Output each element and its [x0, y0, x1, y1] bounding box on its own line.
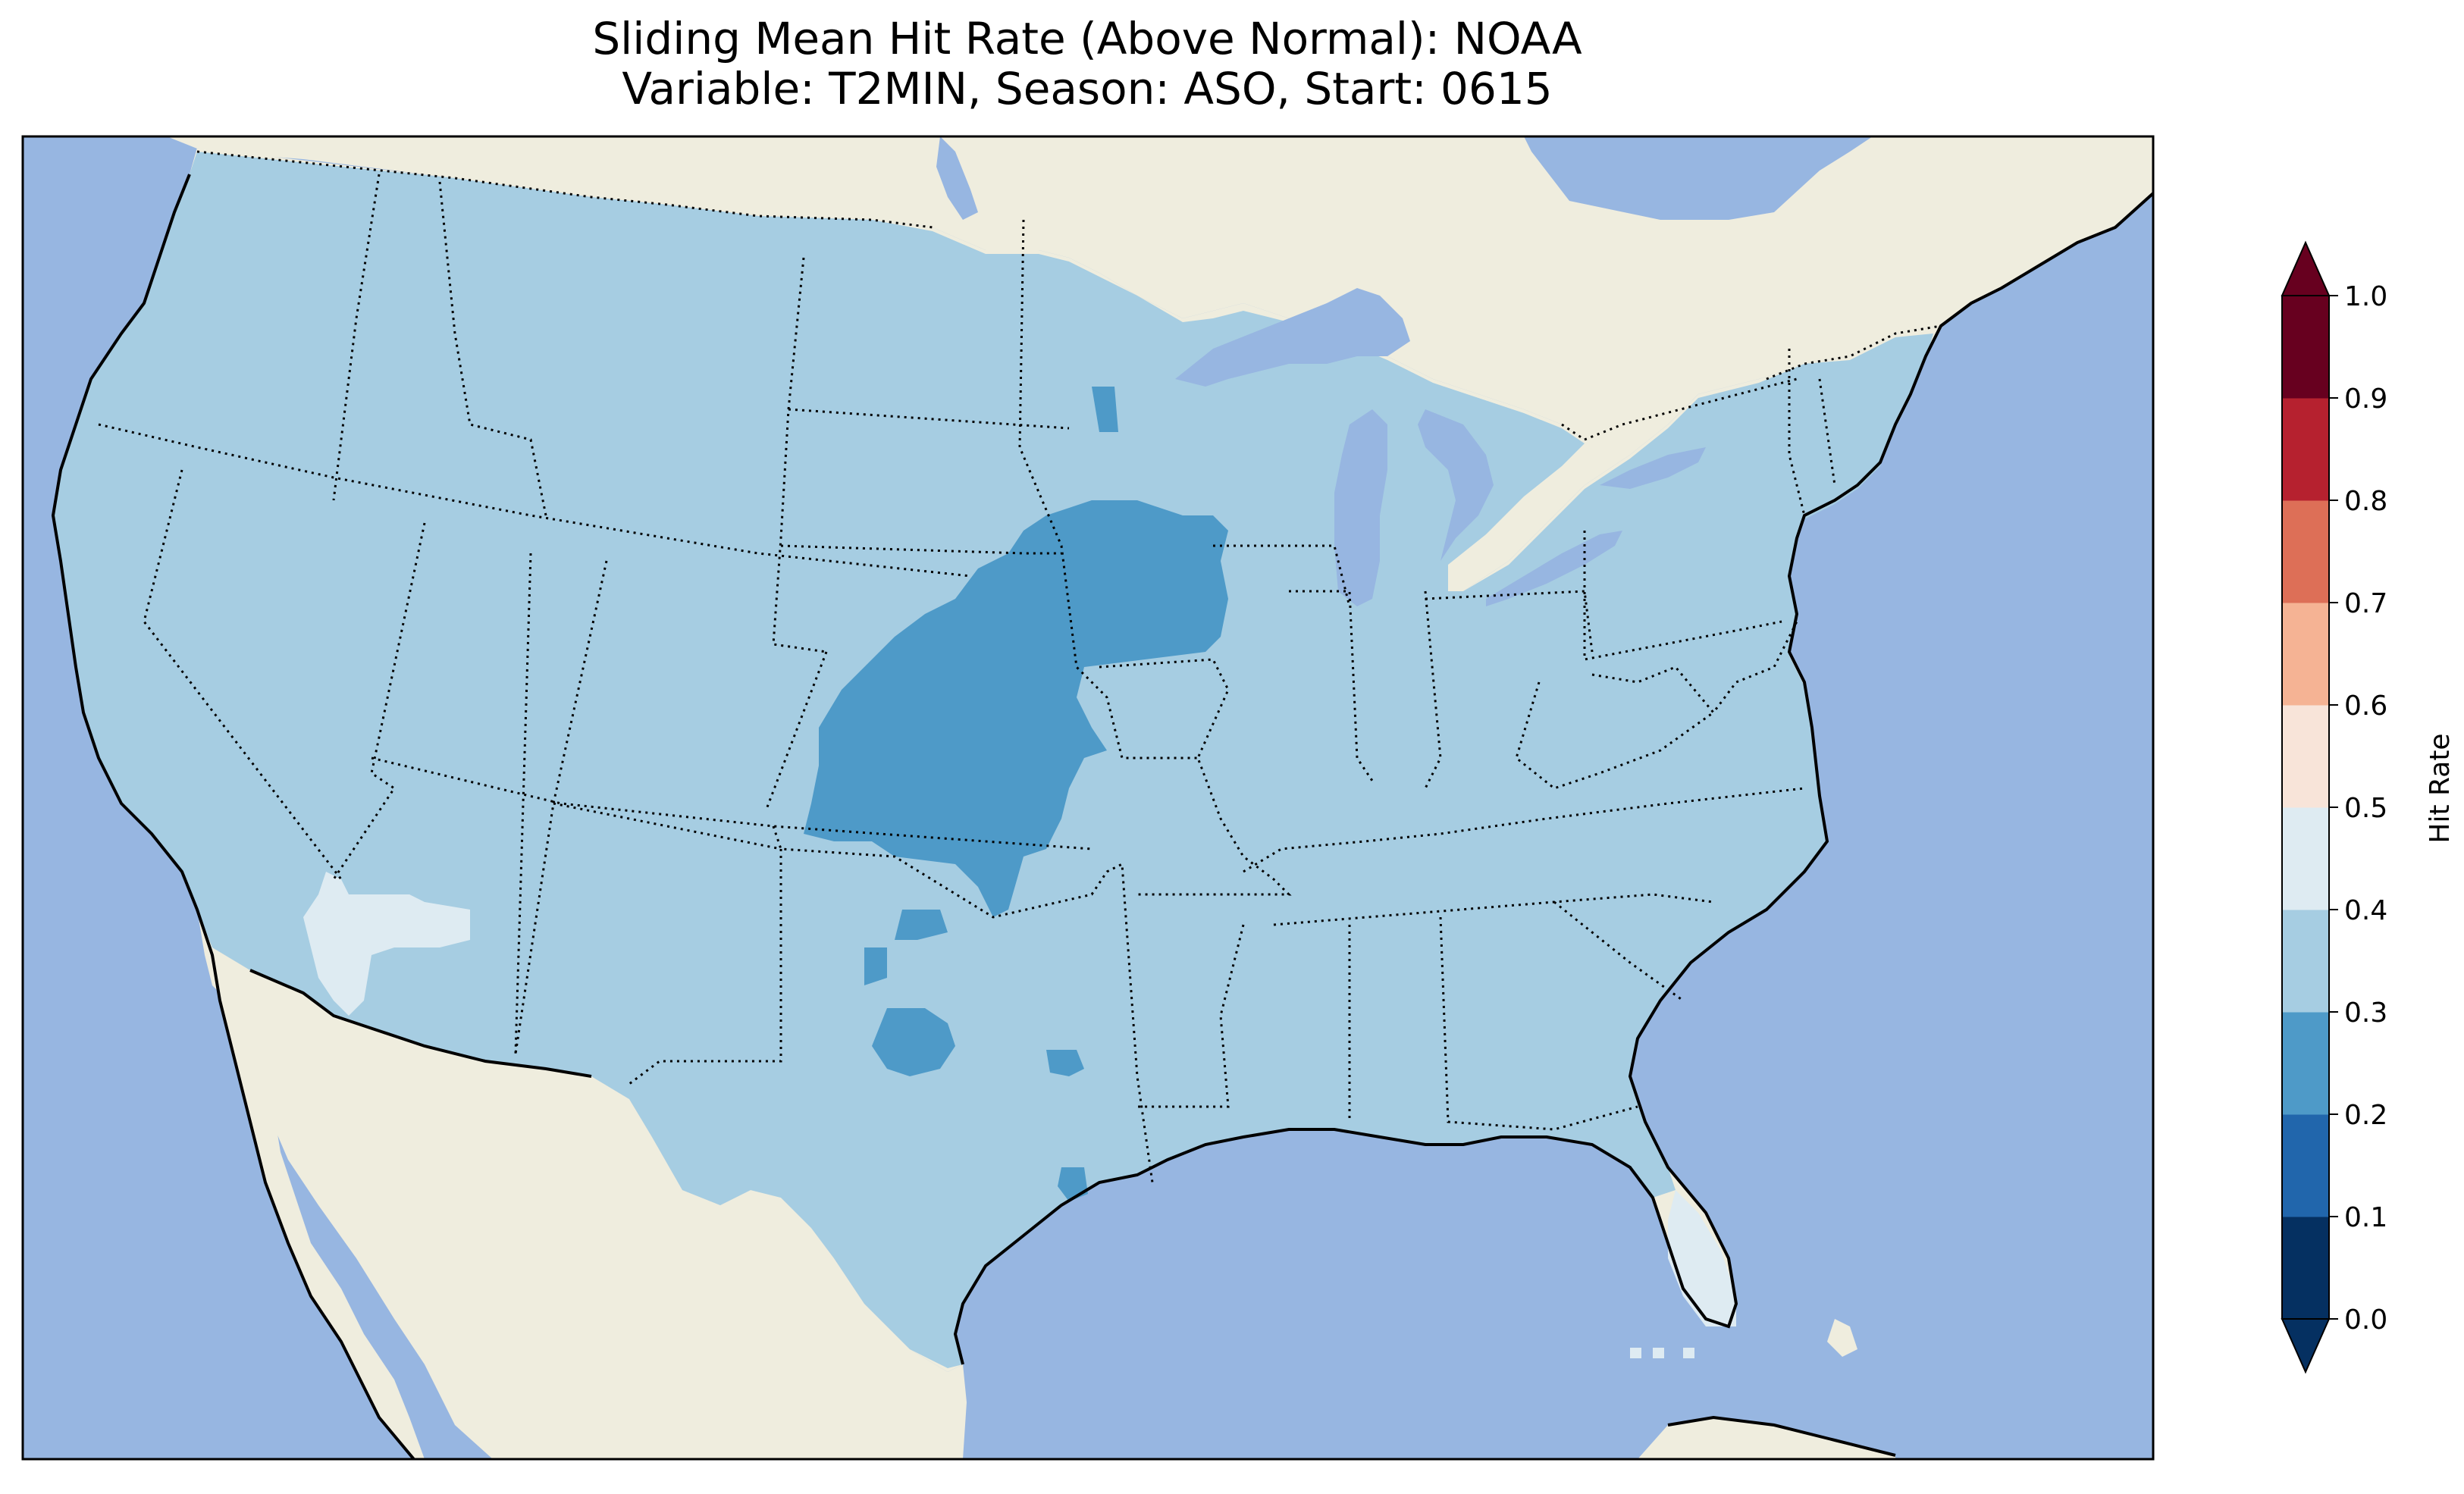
region-north-texas — [864, 910, 948, 985]
mexico-land — [197, 910, 967, 1459]
region-west-texas — [872, 1008, 955, 1076]
colorbar-tick-label: 0.1 — [2344, 1202, 2387, 1233]
cuba-land — [1638, 1417, 1895, 1459]
colorbar-bin — [2282, 807, 2329, 910]
region-southwest-spot — [212, 841, 250, 879]
colorbar-bin — [2282, 296, 2329, 399]
colorbar-tick-label: 0.9 — [2344, 384, 2387, 415]
title-line-2: Variable: T2MIN, Season: ASO, Start: 061… — [622, 63, 1553, 114]
colorbar-tick-label: 0.0 — [2344, 1305, 2387, 1336]
map-title: Sliding Mean Hit Rate (Above Normal): NO… — [21, 14, 2153, 114]
colorbar-tick-label: 0.5 — [2344, 793, 2387, 824]
map-figure — [21, 135, 2155, 1461]
region-north-dakota-spot — [1092, 387, 1118, 432]
baja-land — [212, 955, 425, 1459]
colorbar-bin — [2282, 705, 2329, 808]
lake-superior — [1175, 288, 1410, 387]
region-keys — [1630, 1348, 1694, 1358]
title-line-1: Sliding Mean Hit Rate (Above Normal): NO… — [592, 13, 1582, 64]
region-southeast-texas — [1046, 1050, 1088, 1201]
lake-winnipeg — [936, 136, 978, 220]
colorbar-tick-label: 0.3 — [2344, 998, 2387, 1029]
colorbar-bin — [2282, 1217, 2329, 1320]
lake-erie — [1486, 531, 1622, 606]
colorbar-bins — [2281, 240, 2331, 1374]
colorbar-extend-high — [2281, 240, 2331, 296]
great-lakes — [936, 136, 1706, 606]
map-frame — [21, 135, 2155, 1461]
colorbar-tick-label: 1.0 — [2344, 281, 2387, 312]
colorbar-tick-label: 0.7 — [2344, 588, 2387, 619]
region-southwest — [303, 872, 470, 1016]
colorbar-bin — [2282, 1012, 2329, 1115]
region-central-plains — [804, 500, 1228, 917]
lake-huron — [1418, 409, 1494, 561]
colorbar-label: Hit Rate — [2425, 733, 2456, 843]
colorbar-bin — [2282, 1114, 2329, 1217]
colorbar-ticks: 0.0 0.1 0.2 0.3 0.4 0.5 0.6 0.7 0.8 0.9 1.0 — [2329, 281, 2387, 1336]
colorbar-extend-low — [2281, 1318, 2331, 1374]
colorbar-bin — [2282, 398, 2329, 501]
colorbar-tick-label: 0.6 — [2344, 691, 2387, 722]
canada-border — [196, 150, 1942, 441]
colorbar-outline — [2281, 295, 2330, 1320]
bahamas-land — [1827, 1319, 1857, 1357]
colorbar-bin — [2282, 603, 2329, 706]
colorbar-tick-label: 0.4 — [2344, 895, 2387, 926]
colorbar-tick-label: 0.8 — [2344, 486, 2387, 517]
colorbar-tick-label: 0.2 — [2344, 1100, 2387, 1131]
coastline — [51, 174, 2153, 1459]
lake-ontario — [1600, 447, 1706, 489]
canada-land — [167, 136, 2153, 591]
lake-michigan — [1334, 409, 1387, 606]
state-borders — [98, 174, 1836, 1183]
colorbar-bin — [2282, 500, 2329, 603]
colorbar-bin — [2282, 910, 2329, 1013]
